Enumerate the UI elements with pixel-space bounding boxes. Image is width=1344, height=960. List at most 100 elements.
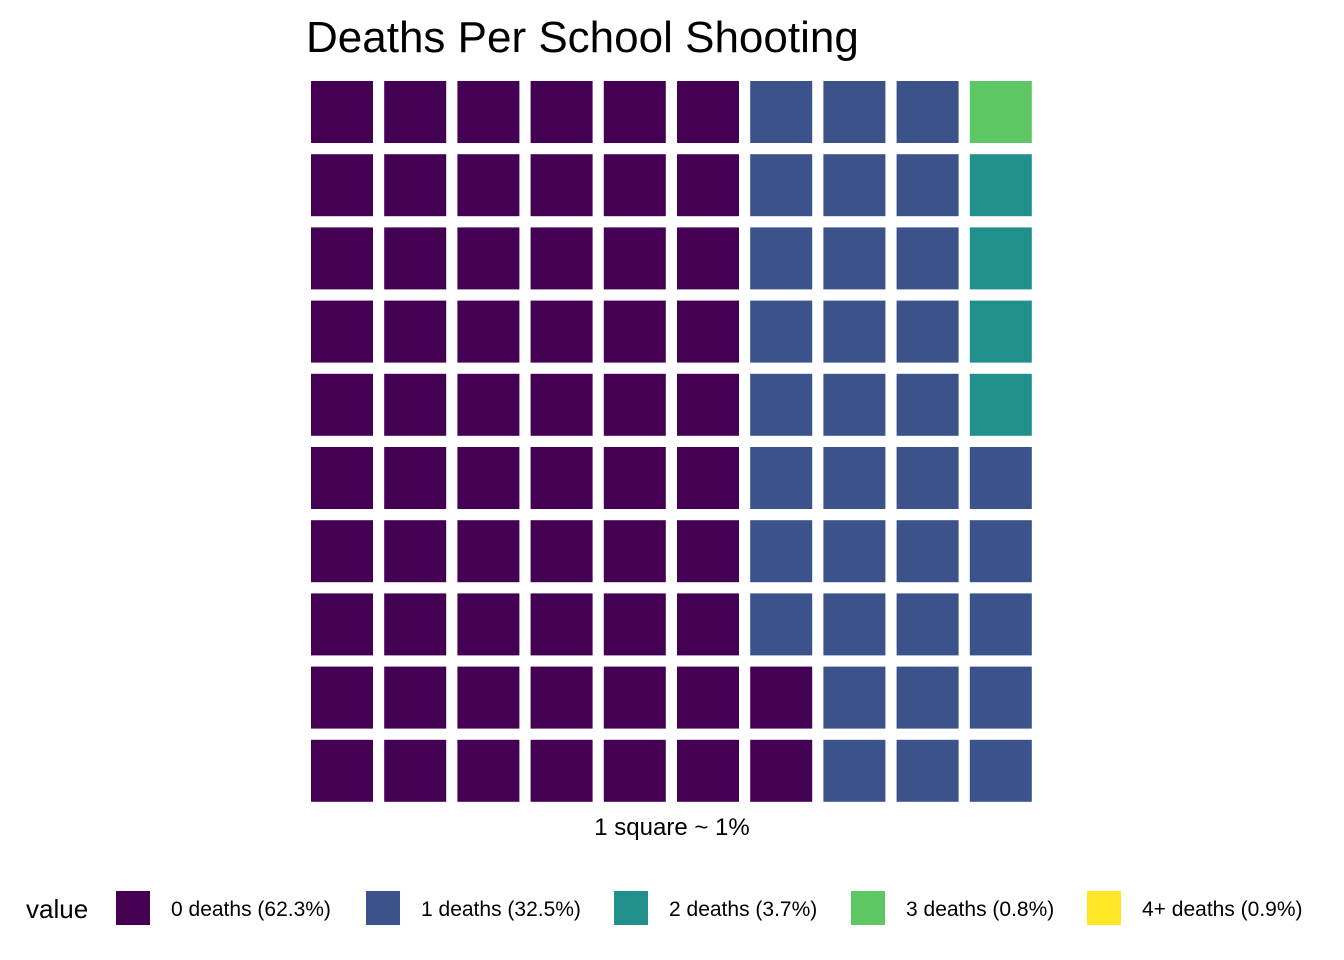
waffle-square (823, 520, 886, 583)
waffle-square (823, 593, 886, 656)
legend-label: 2 deaths (3.7%) (669, 898, 817, 921)
waffle-square (750, 666, 813, 729)
waffle-square (603, 666, 666, 729)
waffle-square (750, 300, 813, 363)
waffle-square (457, 447, 520, 509)
waffle-square (677, 373, 739, 436)
waffle-square (677, 300, 739, 363)
waffle-square (677, 666, 739, 729)
waffle-square (896, 447, 959, 509)
chart-title: Deaths Per School Shooting (306, 13, 859, 62)
waffle-square (311, 666, 373, 729)
waffle-square (823, 300, 886, 363)
waffle-square (311, 373, 373, 436)
waffle-square (969, 520, 1032, 583)
legend-label: 0 deaths (62.3%) (171, 898, 331, 921)
x-axis-label: 1 square ~ 1% (594, 814, 749, 841)
waffle-square (750, 593, 813, 656)
waffle-square (896, 81, 959, 143)
waffle-square (823, 447, 886, 509)
waffle-square (896, 593, 959, 656)
waffle-square (896, 520, 959, 583)
legend-key (116, 891, 150, 925)
waffle-square (311, 447, 373, 509)
waffle-square (384, 373, 447, 436)
waffle-square (969, 373, 1032, 436)
waffle-square (823, 154, 886, 217)
waffle-square (457, 300, 520, 363)
waffle-square (823, 373, 886, 436)
legend-title: value (26, 894, 88, 924)
waffle-square (896, 227, 959, 290)
legend-label: 3 deaths (0.8%) (906, 898, 1054, 921)
waffle-square (530, 666, 593, 729)
waffle-square (457, 227, 520, 290)
waffle-square (457, 666, 520, 729)
waffle-square (311, 520, 373, 583)
legend-label: 1 deaths (32.5%) (421, 898, 581, 921)
legend-key (851, 891, 885, 925)
waffle-square (750, 739, 813, 802)
waffle-square (530, 373, 593, 436)
waffle-square (969, 154, 1032, 217)
waffle-square (530, 300, 593, 363)
waffle-square (896, 373, 959, 436)
waffle-square (457, 154, 520, 217)
waffle-square (457, 81, 520, 143)
waffle-square (384, 300, 447, 363)
waffle-square (750, 81, 813, 143)
waffle-square (677, 447, 739, 509)
legend-key (1087, 891, 1121, 925)
waffle-square (384, 666, 447, 729)
waffle-square (457, 520, 520, 583)
waffle-square (603, 593, 666, 656)
waffle-square (603, 227, 666, 290)
legend-label: 4+ deaths (0.9%) (1142, 898, 1303, 921)
waffle-square (384, 154, 447, 217)
waffle-square (384, 447, 447, 509)
waffle-square (457, 593, 520, 656)
waffle-square (750, 447, 813, 509)
waffle-square (457, 373, 520, 436)
waffle-square (823, 739, 886, 802)
waffle-square (896, 739, 959, 802)
waffle-square (677, 154, 739, 217)
waffle-square (603, 300, 666, 363)
waffle-square (969, 593, 1032, 656)
waffle-square (311, 154, 373, 217)
waffle-square (969, 227, 1032, 290)
waffle-square (530, 81, 593, 143)
waffle-square (603, 447, 666, 509)
waffle-square (384, 593, 447, 656)
waffle-square (384, 739, 447, 802)
waffle-square (384, 227, 447, 290)
waffle-square (677, 739, 739, 802)
waffle-square (311, 81, 373, 143)
waffle-grid (311, 81, 1032, 802)
legend-key (366, 891, 400, 925)
waffle-square (969, 666, 1032, 729)
legend: value 0 deaths (62.3%) 1 deaths (32.5%) 2 … (26, 891, 1303, 925)
waffle-square (530, 593, 593, 656)
waffle-square (823, 81, 886, 143)
waffle-square (823, 666, 886, 729)
waffle-square (530, 520, 593, 583)
waffle-square (603, 520, 666, 583)
waffle-square (750, 373, 813, 436)
waffle-square (530, 227, 593, 290)
waffle-square (311, 593, 373, 656)
waffle-square (603, 154, 666, 217)
waffle-square (457, 739, 520, 802)
waffle-square (677, 81, 739, 143)
waffle-square (384, 520, 447, 583)
waffle-square (750, 227, 813, 290)
waffle-square (530, 447, 593, 509)
waffle-square (896, 300, 959, 363)
waffle-square (896, 154, 959, 217)
waffle-square (311, 739, 373, 802)
waffle-square (750, 154, 813, 217)
waffle-square (384, 81, 447, 143)
waffle-square (969, 739, 1032, 802)
waffle-square (677, 593, 739, 656)
